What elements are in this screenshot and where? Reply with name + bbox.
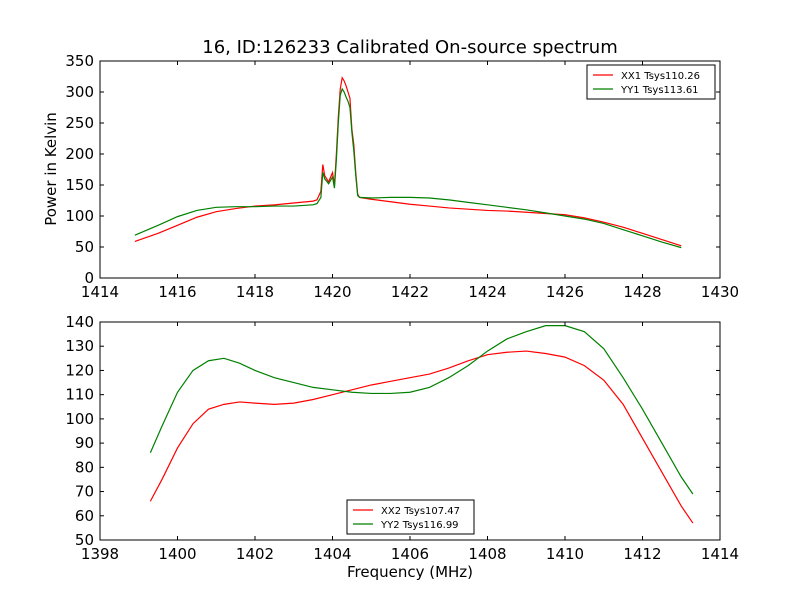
y-tick-label: 0	[84, 269, 94, 287]
panels: 1414 1416 1418 1420 1422 1424 1426 1428 14300501…	[65, 52, 739, 563]
x-tick-label: 1400	[158, 545, 196, 563]
y-tick-label: 100	[65, 410, 94, 428]
x-tick-label: 1402	[236, 545, 274, 563]
x-tick-label: 1418	[236, 283, 274, 301]
x-tick-label: 1424	[468, 283, 506, 301]
y-tick-label: 250	[65, 114, 94, 132]
y-tick-label: 60	[75, 507, 94, 525]
x-tick-label: 1414	[81, 283, 119, 301]
x-tick-label: 1420	[313, 283, 351, 301]
legend: XX2 Tsys107.47 YY2 Tsys116.99	[346, 499, 475, 535]
y-tick-label: 200	[65, 145, 94, 163]
x-tick-label: 1406	[391, 545, 429, 563]
x-tick-label: 1430	[701, 283, 739, 301]
y-tick-label: 80	[75, 458, 94, 476]
x-tick-label: 1428	[623, 283, 661, 301]
x-tick-label: 1412	[623, 545, 661, 563]
y-tick-label: 120	[65, 361, 94, 379]
legend-label: YY1 Tsys113.61	[620, 85, 699, 96]
y-tick-label: 110	[65, 386, 94, 404]
legend-label: XX1 Tsys110.26	[621, 71, 700, 82]
y-tick-label: 50	[75, 531, 94, 549]
y-tick-label: 90	[75, 434, 94, 452]
x-tick-label: 1414	[701, 545, 739, 563]
y-tick-label: 350	[65, 52, 94, 70]
x-tick-label: 1410	[546, 545, 584, 563]
x-tick-label: 1426	[546, 283, 584, 301]
x-tick-label: 1416	[158, 283, 196, 301]
y-axis-label: Power in Kelvin	[42, 112, 60, 226]
panel-2: 1398 1400 1402 1404 1406 1408 1410 1412 1414 50 60…	[65, 313, 739, 563]
x-tick-label: 1408	[468, 545, 506, 563]
y-tick-label: 130	[65, 337, 94, 355]
x-tick-label: 1398	[81, 545, 119, 563]
legend-label: YY2 Tsys116.99	[380, 520, 459, 531]
x-tick-label: 1404	[313, 545, 351, 563]
y-tick-label: 300	[65, 83, 94, 101]
x-tick-label: 1422	[391, 283, 429, 301]
y-tick-label: 70	[75, 483, 94, 501]
series-line-1	[134, 76, 682, 247]
legend-box	[586, 64, 716, 100]
legend: XX1 Tsys110.26 YY1 Tsys113.61	[586, 64, 716, 100]
series-line-2	[134, 87, 682, 249]
x-axis-label: Frequency (MHz)	[347, 563, 473, 581]
y-tick-label: 100	[65, 207, 94, 225]
series-line-1	[149, 350, 694, 524]
y-tick-label: 150	[65, 176, 94, 194]
legend-box	[346, 499, 475, 535]
legend-label: XX2 Tsys107.47	[381, 506, 460, 517]
series-line-2	[149, 325, 694, 495]
y-tick-label: 50	[75, 238, 94, 256]
y-tick-label: 140	[65, 313, 94, 331]
chart-title: 16, ID:126233 Calibrated On-source spect…	[202, 37, 618, 58]
panel-1: 1414 1416 1418 1420 1422 1424 1426 1428 1430 0 50 1…	[65, 52, 739, 301]
